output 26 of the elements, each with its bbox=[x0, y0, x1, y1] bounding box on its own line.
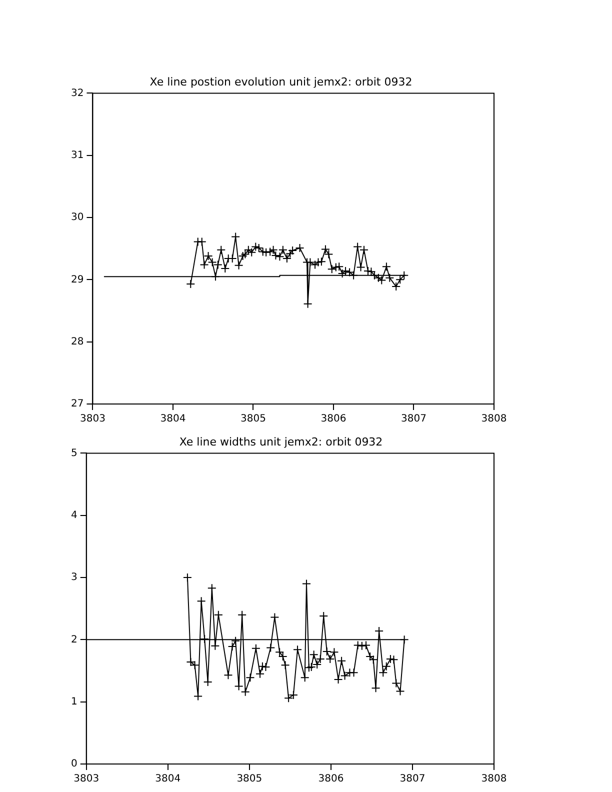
y-tick-label: 28 bbox=[70, 336, 84, 348]
y-tick-label: 4 bbox=[70, 510, 78, 521]
x-tick-label: 3803 bbox=[74, 774, 100, 785]
x-tick-label: 3804 bbox=[160, 414, 186, 425]
y-tick-label: 3 bbox=[70, 572, 78, 584]
x-tick-label: 3808 bbox=[481, 774, 507, 785]
y-tick-label: 5 bbox=[70, 448, 78, 459]
y-tick-label: 29 bbox=[70, 274, 84, 286]
y-tick-label: 32 bbox=[70, 88, 84, 99]
y-tick-label: 31 bbox=[70, 150, 84, 161]
chart-title: Xe line widths unit jemx2: orbit 0932 bbox=[179, 435, 383, 448]
x-tick-label: 3808 bbox=[481, 414, 507, 425]
y-tick-label: 0 bbox=[70, 758, 78, 770]
y-tick-label: 30 bbox=[70, 212, 84, 224]
x-tick-label: 3807 bbox=[400, 774, 426, 785]
x-tick-label: 3803 bbox=[80, 414, 106, 425]
y-tick-label: 27 bbox=[70, 398, 84, 410]
y-tick-label: 1 bbox=[70, 696, 78, 708]
x-tick-label: 3804 bbox=[155, 774, 181, 785]
x-tick-label: 3806 bbox=[320, 414, 346, 425]
x-tick-label: 3805 bbox=[236, 774, 262, 785]
y-tick-label: 2 bbox=[70, 634, 78, 646]
x-tick-label: 3805 bbox=[240, 414, 266, 425]
chart-title: Xe line postion evolution unit jemx2: orbit 0932 bbox=[150, 75, 412, 88]
x-tick-label: 3806 bbox=[318, 774, 344, 785]
x-tick-label: 3807 bbox=[401, 414, 426, 425]
